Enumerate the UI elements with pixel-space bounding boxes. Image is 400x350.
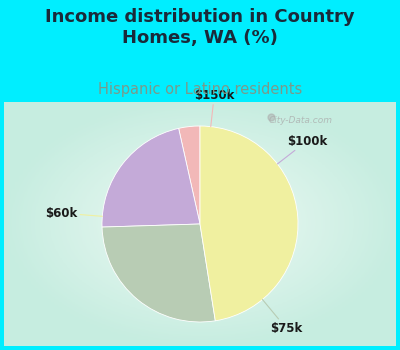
Text: $75k: $75k (262, 300, 302, 335)
Text: City-Data.com: City-Data.com (268, 116, 332, 125)
Text: $100k: $100k (278, 135, 327, 164)
Wedge shape (179, 126, 200, 224)
Text: Income distribution in Country
Homes, WA (%): Income distribution in Country Homes, WA… (45, 8, 355, 47)
Text: Hispanic or Latino residents: Hispanic or Latino residents (98, 82, 302, 97)
Wedge shape (102, 224, 215, 322)
Wedge shape (102, 128, 200, 227)
Text: $150k: $150k (194, 89, 234, 127)
Wedge shape (200, 126, 298, 321)
Text: $60k: $60k (45, 206, 102, 219)
